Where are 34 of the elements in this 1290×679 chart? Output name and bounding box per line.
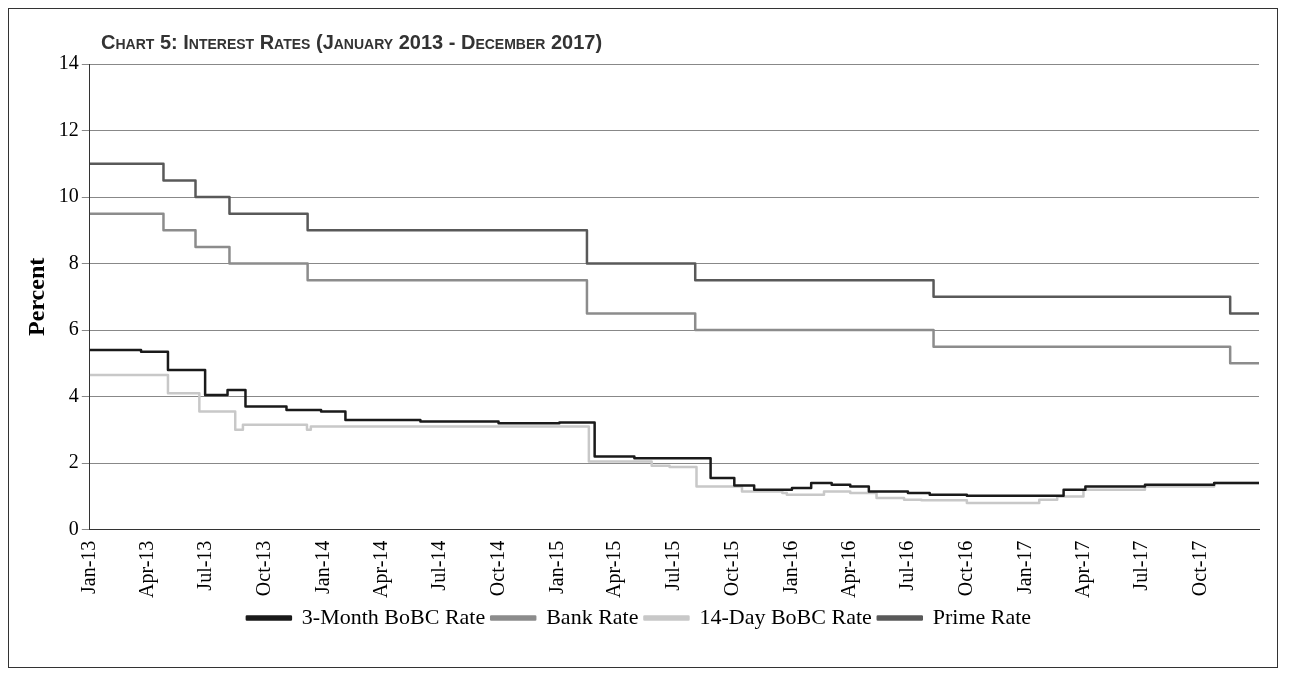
- x-tick-label: Apr-13: [134, 540, 158, 599]
- y-tick-label: 12: [58, 117, 79, 140]
- x-tick-label: Oct-17: [1187, 540, 1210, 597]
- x-tick-label: Oct-13: [251, 540, 274, 597]
- legend-label: Prime Rate: [932, 603, 1032, 629]
- x-tick-label: Oct-16: [954, 540, 977, 597]
- x-tick-label: Apr-14: [368, 540, 392, 599]
- y-tick-label: 14: [58, 51, 79, 74]
- x-tick-label: Jan-13: [77, 540, 100, 594]
- y-tick-label: 10: [58, 184, 79, 207]
- x-tick-label: Jul-15: [660, 540, 683, 591]
- y-tick-label: 8: [68, 250, 79, 273]
- legend-label: 14-Day BoBC Rate: [699, 603, 872, 629]
- y-tick-label: 2: [68, 450, 79, 473]
- y-axis-title: Percent: [22, 257, 49, 336]
- x-tick-label: Apr-15: [602, 540, 626, 599]
- x-tick-label: Jul-17: [1129, 540, 1152, 591]
- y-tick-label: 0: [68, 516, 79, 539]
- x-tick-label: Apr-16: [836, 540, 860, 599]
- x-tick-label: Jul-16: [895, 540, 918, 591]
- x-tick-label: Oct-15: [719, 540, 742, 597]
- x-tick-label: Jan-16: [778, 540, 801, 594]
- x-tick-label: Jan-15: [544, 540, 567, 594]
- chart-title: Chart 5: Interest Rates (January 2013 - December 2017): [100, 30, 604, 53]
- x-tick-label: Oct-14: [485, 540, 508, 597]
- y-tick-label: 4: [68, 383, 79, 406]
- x-tick-label: Apr-17: [1070, 540, 1094, 599]
- y-tick-label: 6: [68, 317, 79, 340]
- x-tick-label: Jan-17: [1013, 540, 1036, 594]
- x-tick-label: Jul-14: [426, 540, 449, 591]
- x-tick-label: Jan-14: [310, 540, 333, 594]
- legend-label: Bank Rate: [546, 603, 639, 629]
- legend-label: 3-Month BoBC Rate: [301, 603, 486, 629]
- x-tick-label: Jul-13: [193, 540, 216, 591]
